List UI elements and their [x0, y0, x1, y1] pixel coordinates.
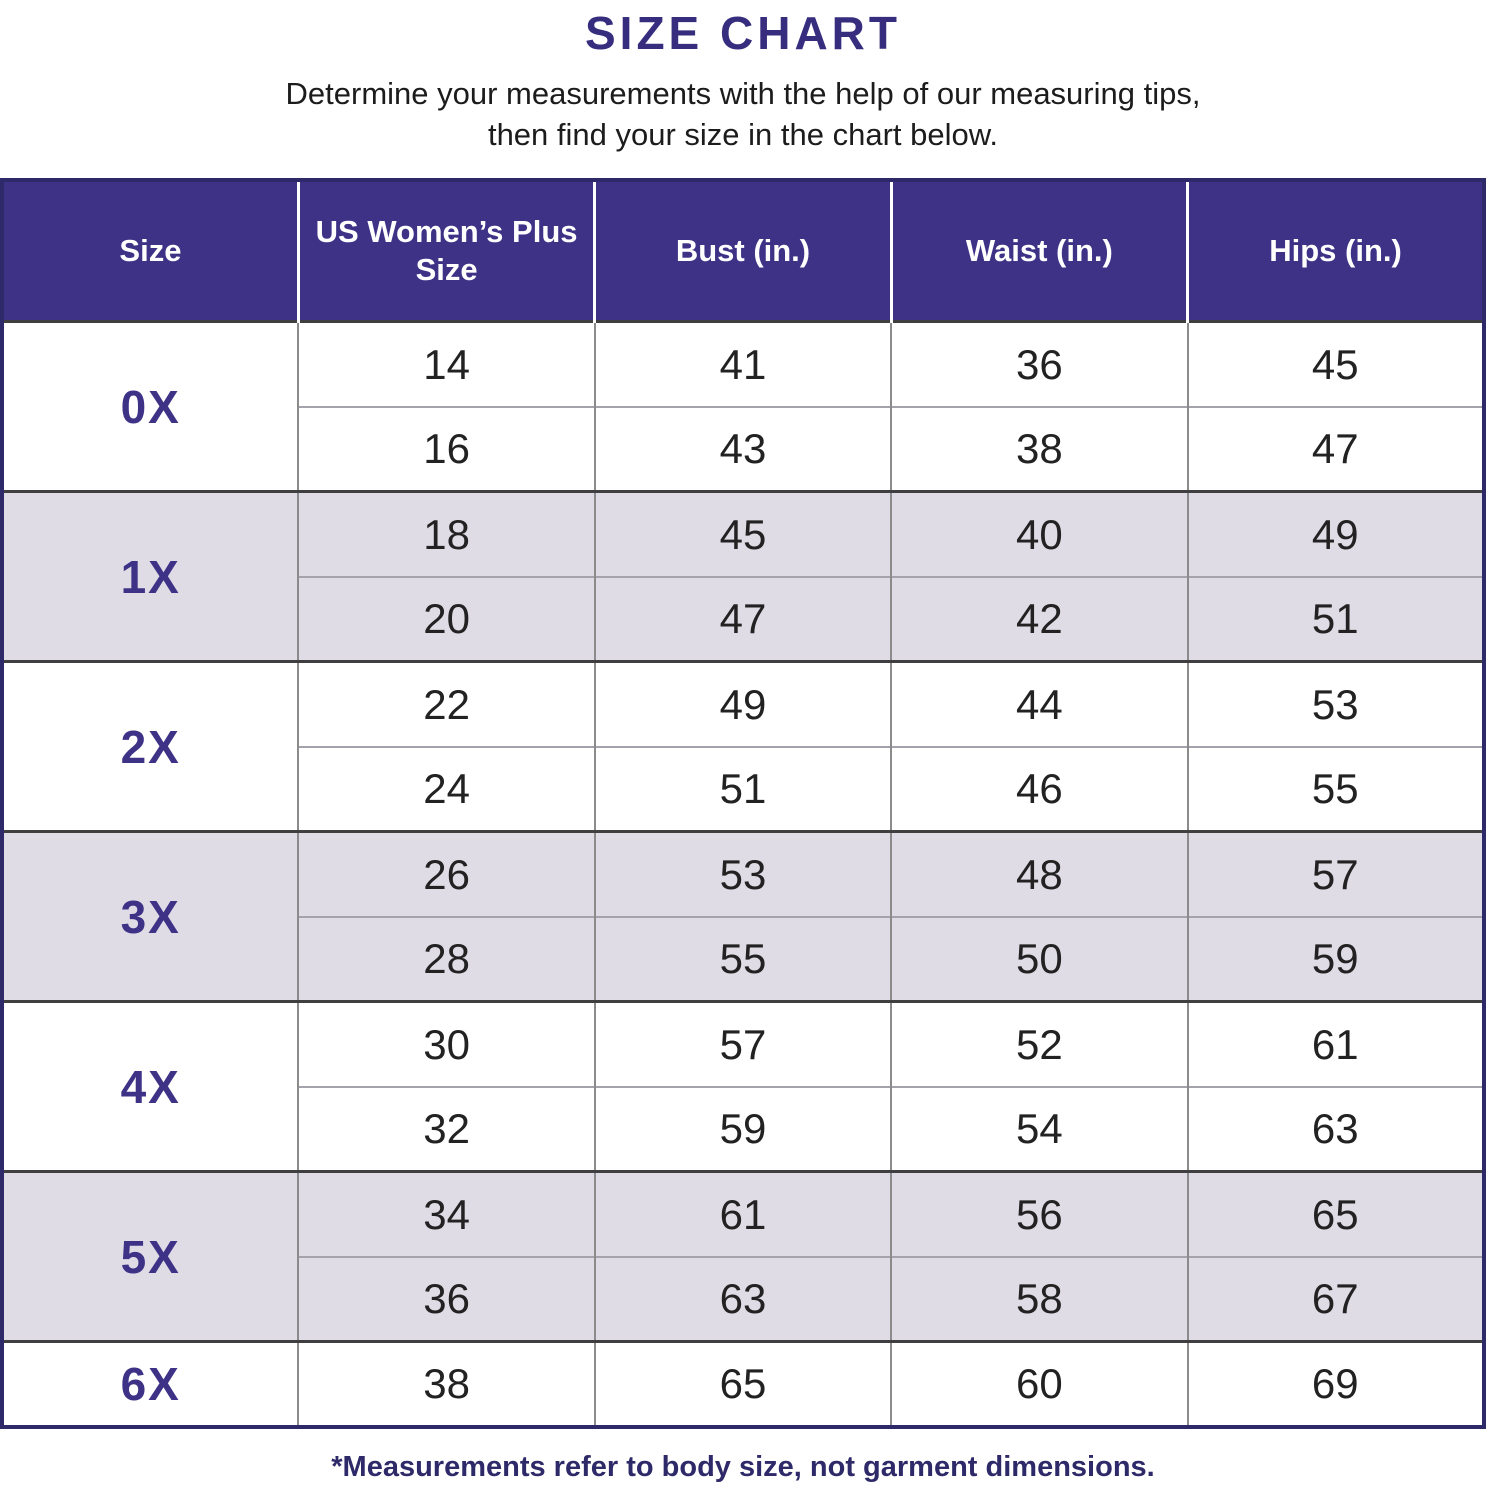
measurement-cell: 49 [1186, 490, 1484, 577]
measurement-cell: 51 [593, 745, 892, 832]
table-row: 2X 22 49 44 53 [2, 660, 1484, 832]
column-header-hips: Hips (in.) [1186, 180, 1484, 323]
measurement-cell: 53 [593, 830, 892, 917]
measurement-cell: 14 [297, 320, 595, 407]
measurement-cell: 54 [890, 1085, 1188, 1172]
size-group-label: 5X [2, 1170, 299, 1342]
measurement-cell: 30 [297, 1000, 595, 1087]
measurement-cell: 50 [890, 915, 1188, 1002]
size-group-label: 3X [2, 830, 299, 1002]
measurement-cell: 58 [890, 1255, 1188, 1342]
measurement-cell: 34 [297, 1170, 595, 1257]
measurement-cell: 61 [1186, 1000, 1484, 1087]
size-table-body: 0X 14 41 36 45 16 43 38 47 1X 18 45 40 49 20 47 42 51 2X 22… [2, 320, 1484, 1427]
measurement-cell: 41 [593, 320, 892, 407]
measurement-cell: 45 [1186, 320, 1484, 407]
size-group-label: 4X [2, 1000, 299, 1172]
table-row: 4X 30 57 52 61 [2, 1000, 1484, 1172]
measurement-cell: 49 [593, 660, 892, 747]
size-chart-table: Size US Women’s Plus Size Bust (in.) Wai… [0, 178, 1486, 1429]
size-group-label: 2X [2, 660, 299, 832]
measurement-cell: 45 [593, 490, 892, 577]
measurement-cell: 47 [1186, 405, 1484, 492]
table-row: 6X 38 65 60 69 [2, 1340, 1484, 1427]
measurement-cell: 38 [890, 405, 1188, 492]
measurement-cell: 63 [1186, 1085, 1484, 1172]
measurement-cell: 26 [297, 830, 595, 917]
table-row: 0X 14 41 36 45 [2, 320, 1484, 492]
measurement-cell: 42 [890, 575, 1188, 662]
measurement-cell: 44 [890, 660, 1188, 747]
measurement-cell: 48 [890, 830, 1188, 917]
measurement-cell: 46 [890, 745, 1188, 832]
measurement-cell: 40 [890, 490, 1188, 577]
column-header-waist: Waist (in.) [889, 180, 1188, 323]
size-group-label: 6X [2, 1340, 299, 1427]
table-header: Size US Women’s Plus Size Bust (in.) Wai… [2, 180, 1484, 323]
measurements-footnote: *Measurements refer to body size, not ga… [331, 1450, 1155, 1483]
measurement-cell: 38 [297, 1340, 595, 1427]
column-header-bust: Bust (in.) [593, 180, 892, 323]
measurement-cell: 67 [1186, 1255, 1484, 1342]
measurement-cell: 59 [593, 1085, 892, 1172]
table-row: 1X 18 45 40 49 [2, 490, 1484, 662]
measurement-cell: 51 [1186, 575, 1484, 662]
measurement-cell: 53 [1186, 660, 1484, 747]
measurement-cell: 59 [1186, 915, 1484, 1002]
table-row: 16 43 38 47 [2, 405, 1484, 492]
measurement-cell: 57 [593, 1000, 892, 1087]
measurement-cell: 43 [593, 405, 892, 492]
page-title: SIZE CHART [585, 7, 901, 59]
size-group-label: 0X [2, 320, 299, 492]
measurement-cell: 22 [297, 660, 595, 747]
measurement-cell: 60 [890, 1340, 1188, 1427]
measurement-cell: 65 [593, 1340, 892, 1427]
page-subtitle: Determine your measurements with the hel… [0, 73, 1486, 157]
table-row: 3X 26 53 48 57 [2, 830, 1484, 1002]
header-row: Size US Women’s Plus Size Bust (in.) Wai… [2, 180, 1484, 323]
subtitle-line-1: Determine your measurements with the hel… [285, 75, 1201, 111]
measurement-cell: 32 [297, 1085, 595, 1172]
measurement-cell: 56 [890, 1170, 1188, 1257]
measurement-cell: 18 [297, 490, 595, 577]
measurement-cell: 20 [297, 575, 595, 662]
measurement-cell: 28 [297, 915, 595, 1002]
measurement-cell: 36 [890, 320, 1188, 407]
size-group-label: 1X [2, 490, 299, 662]
measurement-cell: 55 [593, 915, 892, 1002]
measurement-cell: 69 [1186, 1340, 1484, 1427]
measurement-cell: 55 [1186, 745, 1484, 832]
table-row: 5X 34 61 56 65 [2, 1170, 1484, 1342]
measurement-cell: 57 [1186, 830, 1484, 917]
measurement-cell: 36 [297, 1255, 595, 1342]
column-header-plus-size: US Women’s Plus Size [296, 180, 595, 323]
measurement-cell: 16 [297, 405, 595, 492]
measurement-cell: 61 [593, 1170, 892, 1257]
column-header-size: Size [2, 180, 299, 323]
subtitle-line-2: then find your size in the chart below. [487, 117, 999, 153]
measurement-cell: 24 [297, 745, 595, 832]
measurement-cell: 52 [890, 1000, 1188, 1087]
measurement-cell: 63 [593, 1255, 892, 1342]
measurement-cell: 65 [1186, 1170, 1484, 1257]
measurement-cell: 47 [593, 575, 892, 662]
